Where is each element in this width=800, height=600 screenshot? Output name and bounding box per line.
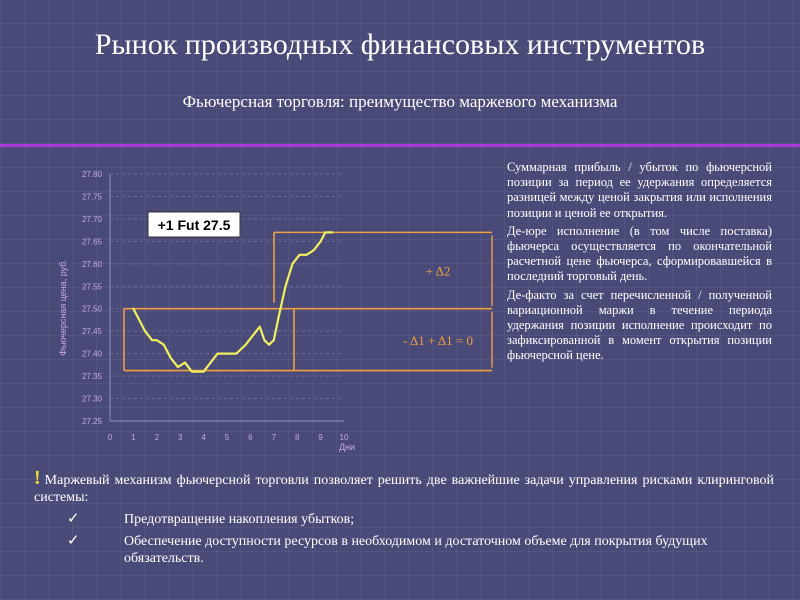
- bottom-block: ! Маржевый механизм фьючерсной торговли п…: [34, 467, 774, 567]
- price-series-line: [132, 231, 334, 373]
- x-tick-label: 0: [108, 433, 113, 442]
- y-tick-label: 27.70: [82, 215, 103, 224]
- delta-zero-annotation: - Δ1 + Δ1 = 0: [403, 333, 473, 348]
- x-tick-label: 7: [272, 433, 277, 442]
- chart-svg: 27.25 27.30 27.35 27.40 27.45 27.50 27.55 27.60…: [58, 170, 493, 452]
- x-tick-label: 4: [201, 433, 206, 442]
- x-tick-label: 8: [295, 433, 300, 442]
- x-axis-label: Дни: [339, 442, 355, 452]
- y-tick-label: 27.45: [82, 327, 103, 336]
- x-tick-label: 9: [318, 433, 323, 442]
- x-tick-label: 1: [131, 433, 136, 442]
- x-tick-label: 5: [225, 433, 230, 442]
- x-tick-label: 3: [178, 433, 183, 442]
- futures-price-chart: 27.25 27.30 27.35 27.40 27.45 27.50 27.55 27.60…: [52, 160, 502, 460]
- bottom-lead-text: Маржевый механизм фьючерсной торговли по…: [34, 473, 774, 505]
- y-tick-label: 27.65: [82, 237, 103, 246]
- list-item: ✓ Обеспечение доступности ресурсов в нео…: [34, 533, 774, 567]
- delta2-annotation: + Δ2: [426, 264, 451, 279]
- title-divider: [0, 144, 800, 147]
- check-icon: ✓: [67, 511, 80, 527]
- y-tick-label: 27.50: [82, 305, 103, 314]
- y-tick-label: 27.40: [82, 350, 103, 359]
- slide-title: Рынок производных финансовых инструменто…: [94, 28, 706, 61]
- side-paragraph-1: Суммарная прибыль / убыток по фьючерсной…: [507, 160, 772, 220]
- y-tick-label: 27.75: [82, 192, 103, 201]
- list-item-text: Предотвращение накопления убытков;: [124, 512, 355, 527]
- position-label-box: [147, 211, 241, 238]
- side-paragraph-3: Де-факто за счет перечисленной / получен…: [507, 287, 772, 363]
- y-tick-label: 27.80: [82, 170, 103, 179]
- x-tick-label: 6: [248, 433, 253, 442]
- y-tick-label: 27.60: [82, 260, 103, 269]
- y-axis-label: Фьючерсная цена, руб.: [58, 259, 68, 356]
- exclamation-icon: !: [34, 467, 41, 489]
- side-text: Суммарная прибыль / убыток по фьючерсной…: [507, 160, 772, 367]
- side-paragraph-2: Де-юре исполнение (в том числе поставка)…: [507, 223, 772, 284]
- list-item: ✓ Предотвращение накопления убытков;: [34, 511, 774, 528]
- y-tick-label: 27.35: [82, 372, 103, 381]
- slide-subtitle: Фьючерсная торговля: преимущество маржев…: [182, 92, 618, 111]
- check-icon: ✓: [67, 533, 80, 549]
- y-tick-label: 27.55: [82, 282, 103, 291]
- y-tick-label: 27.30: [82, 395, 103, 404]
- position-label: +1 Fut 27.5: [158, 217, 231, 233]
- x-tick-label: 2: [155, 433, 160, 442]
- bottom-lead: ! Маржевый механизм фьючерсной торговли п…: [34, 467, 774, 506]
- list-item-text: Обеспечение доступности ресурсов в необх…: [124, 534, 708, 566]
- x-tick-label: 10: [340, 433, 349, 442]
- y-tick-label: 27.25: [82, 417, 103, 426]
